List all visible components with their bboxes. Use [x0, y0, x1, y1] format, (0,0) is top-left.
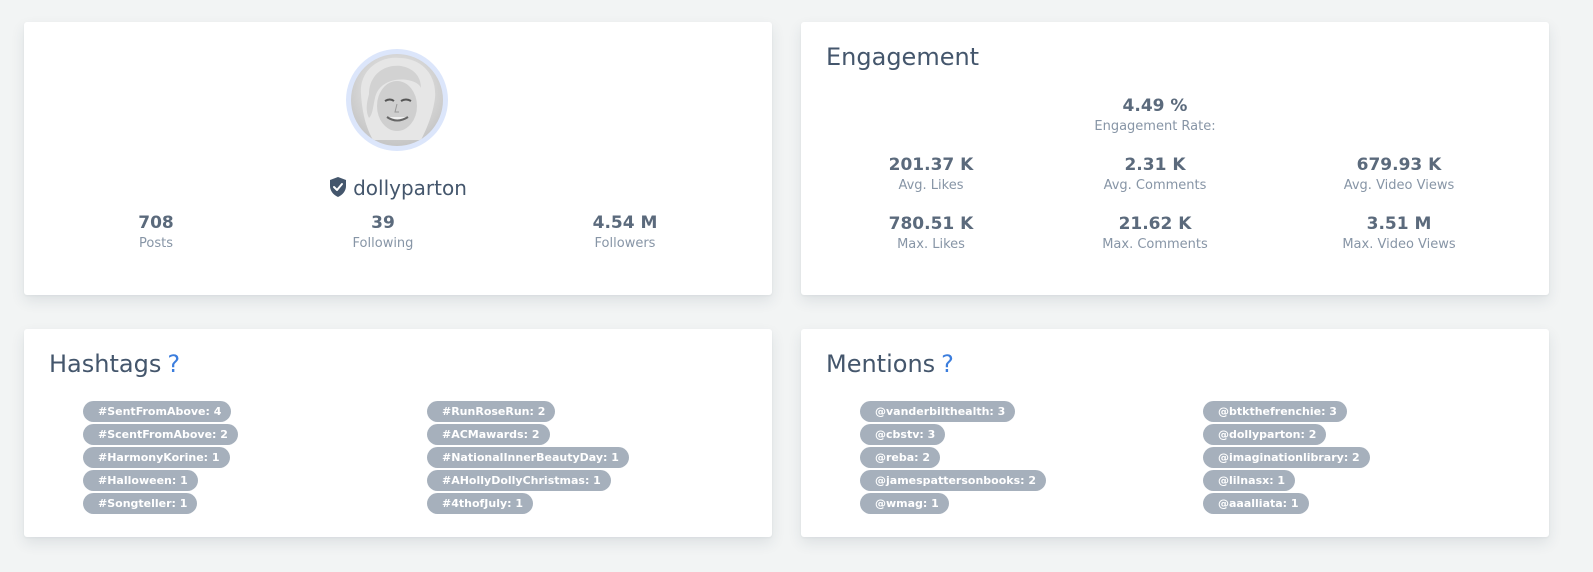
engagement-rate-label: Engagement Rate: — [1094, 119, 1216, 134]
hashtag-tag[interactable]: #AHollyDollyChristmas: 1 — [427, 470, 611, 491]
help-icon[interactable]: ? — [941, 350, 954, 378]
hashtag-tag[interactable]: #RunRoseRun: 2 — [427, 401, 556, 422]
username-row: dollyparton — [24, 176, 772, 202]
shield-check-icon — [329, 177, 347, 202]
mention-tag[interactable]: @btkthefrenchie: 3 — [1203, 401, 1347, 422]
hashtag-tag[interactable]: #ScentFromAbove: 2 — [83, 424, 238, 445]
avatar[interactable] — [346, 49, 448, 151]
mention-tag[interactable]: @lilnasx: 1 — [1203, 470, 1296, 491]
username[interactable]: dollyparton — [353, 176, 467, 200]
stat-label: Followers — [594, 236, 656, 251]
engagement-title: Engagement — [826, 43, 980, 71]
mention-tag[interactable]: @dollyparton: 2 — [1203, 424, 1327, 445]
hashtag-tag[interactable]: #Songteller: 1 — [83, 493, 198, 514]
metric-avg-likes: 201.37 K Avg. Likes — [856, 155, 1006, 194]
metric-value: 201.37 K — [888, 155, 974, 175]
mention-tag[interactable]: @reba: 2 — [860, 447, 941, 468]
mention-tag[interactable]: @wmag: 1 — [860, 493, 949, 514]
engagement-rate-value: 4.49 % — [1122, 96, 1188, 116]
profile-photo — [351, 54, 443, 146]
mentions-title-text: Mentions — [826, 350, 936, 378]
profile-card: dollyparton 708 Posts 39 Following 4.54 … — [24, 22, 772, 295]
stat-label: Posts — [139, 236, 173, 251]
hashtag-tag[interactable]: #4thofJuly: 1 — [427, 493, 534, 514]
metric-value: 679.93 K — [1356, 155, 1442, 175]
hashtag-tag[interactable]: #ACMawards: 2 — [427, 424, 550, 445]
stat-following: 39 Following — [333, 213, 433, 252]
mention-tag[interactable]: @jamespattersonbooks: 2 — [860, 470, 1047, 491]
hashtags-title-text: Hashtags — [49, 350, 162, 378]
metric-label: Avg. Video Views — [1343, 178, 1455, 193]
mention-tag[interactable]: @vanderbilthealth: 3 — [860, 401, 1016, 422]
metric-avg-comments: 2.31 K Avg. Comments — [1080, 155, 1230, 194]
mention-tag[interactable]: @aaalliata: 1 — [1203, 493, 1309, 514]
help-icon[interactable]: ? — [167, 350, 181, 378]
metric-avg-video-views: 679.93 K Avg. Video Views — [1324, 155, 1474, 194]
mentions-title: Mentions? — [826, 349, 954, 379]
metric-value: 3.51 M — [1366, 214, 1432, 234]
metric-max-likes: 780.51 K Max. Likes — [856, 214, 1006, 253]
engagement-rate: 4.49 % Engagement Rate: — [1080, 96, 1230, 135]
stat-posts: 708 Posts — [106, 213, 206, 252]
metric-value: 21.62 K — [1118, 214, 1192, 234]
hashtags-title: Hashtags? — [49, 349, 180, 379]
mention-tag[interactable]: @imaginationlibrary: 2 — [1203, 447, 1370, 468]
metric-value: 780.51 K — [888, 214, 974, 234]
stat-followers: 4.54 M Followers — [575, 213, 675, 252]
stat-value: 708 — [138, 213, 174, 233]
hashtag-tag[interactable]: #NationalInnerBeautyDay: 1 — [427, 447, 629, 468]
metric-max-comments: 21.62 K Max. Comments — [1080, 214, 1230, 253]
metric-value: 2.31 K — [1124, 155, 1186, 175]
metric-label: Avg. Likes — [898, 178, 964, 193]
metric-max-video-views: 3.51 M Max. Video Views — [1324, 214, 1474, 253]
metric-label: Avg. Comments — [1103, 178, 1207, 193]
metric-label: Max. Comments — [1102, 237, 1208, 252]
metric-label: Max. Video Views — [1342, 237, 1456, 252]
hashtags-card: Hashtags? #SentFromAbove: 4 #ScentFromAb… — [24, 329, 772, 537]
mentions-card: Mentions? @vanderbilthealth: 3 @cbstv: 3… — [801, 329, 1549, 537]
hashtag-tag[interactable]: #Halloween: 1 — [83, 470, 198, 491]
hashtag-tag[interactable]: #SentFromAbove: 4 — [83, 401, 232, 422]
mention-tag[interactable]: @cbstv: 3 — [860, 424, 946, 445]
hashtag-tag[interactable]: #HarmonyKorine: 1 — [83, 447, 230, 468]
metric-label: Max. Likes — [897, 237, 965, 252]
engagement-card: Engagement 4.49 % Engagement Rate: 201.3… — [801, 22, 1549, 295]
stat-value: 4.54 M — [592, 213, 658, 233]
stat-value: 39 — [371, 213, 395, 233]
stat-label: Following — [352, 236, 414, 251]
